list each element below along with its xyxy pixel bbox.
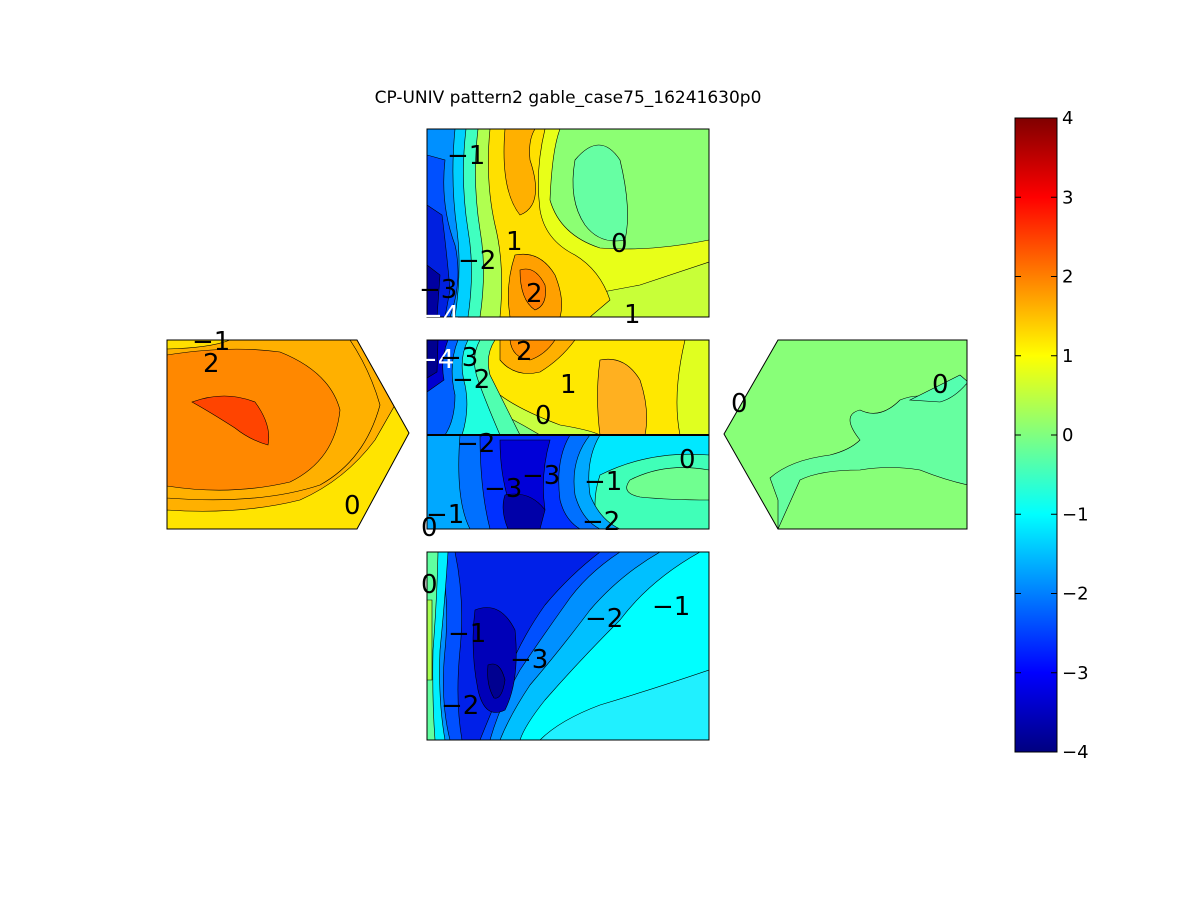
contour-label: 0 (679, 445, 696, 475)
panel-wall-upper-labels: 2 −4 −3 −2 1 0 (416, 337, 577, 431)
colorbar-tick-label: −4 (1062, 742, 1089, 763)
contour-label: −2 (457, 429, 495, 459)
contour-label: 1 (506, 227, 523, 257)
contour-label: 1 (560, 370, 577, 400)
panel-roof-lower-labels: 0 −1 −1 −2 −3 −2 (421, 570, 690, 721)
colorbar-ticks: 4 3 2 1 0 −1 −2 −3 −4 (1015, 108, 1089, 763)
contour-label: 1 (624, 300, 641, 330)
colorbar-tick-label: −2 (1062, 584, 1089, 605)
contour-label: 0 (344, 491, 361, 521)
contour-label: 0 (421, 570, 438, 600)
colorbar-tick-label: 0 (1062, 425, 1073, 446)
contour-label: −2 (441, 691, 479, 721)
panel-roof-upper-labels: −1 0 1 −2 −3 2 −4 1 (419, 141, 641, 331)
contour-label: −1 (448, 619, 486, 649)
chart-title: CP-UNIV pattern2 gable_case75_16241630p0 (375, 88, 762, 108)
contour-label: 0 (611, 229, 628, 259)
contour-label: −1 (192, 327, 230, 357)
panel-wall-upper (427, 340, 709, 435)
contour-label: −2 (452, 365, 490, 395)
panel-roof-upper-frame (426, 128, 710, 318)
colorbar-tick-label: 4 (1062, 108, 1073, 129)
panel-wall-lower-labels: −2 0 −3 −3 −1 −1 −2 0 (421, 429, 696, 543)
panel-roof-upper (427, 129, 709, 317)
contour-label: 0 (421, 513, 438, 543)
contour-label: 0 (731, 389, 748, 419)
contour-label: 2 (203, 349, 220, 379)
panel-gable-right (724, 340, 967, 529)
colorbar-tick-label: 3 (1062, 187, 1073, 208)
contour-label: −1 (652, 592, 690, 622)
contour-label: −2 (585, 604, 623, 634)
colorbar-tick-label: −3 (1062, 663, 1089, 684)
colorbar-tick-label: −1 (1062, 504, 1089, 525)
contour-label: 0 (932, 370, 949, 400)
contour-label: −3 (484, 474, 522, 504)
contour-label: −1 (447, 141, 485, 171)
contour-label: −3 (419, 275, 457, 305)
contour-label: 2 (526, 279, 543, 309)
colorbar-tick-label: 2 (1062, 267, 1073, 288)
panel-roof-lower (427, 552, 709, 740)
contour-label: −2 (582, 507, 620, 537)
panel-gable-left-frame (166, 339, 410, 530)
colorbar: 4 3 2 1 0 −1 −2 −3 −4 (1014, 108, 1089, 763)
colorbar-gradient (1014, 117, 1058, 753)
contour-label: −4 (421, 301, 459, 331)
panel-roof-lower-frame (426, 551, 710, 741)
contour-label: −3 (522, 461, 560, 491)
panel-gable-right-frame (723, 339, 968, 530)
contour-label: −3 (440, 343, 478, 373)
contour-label: 2 (516, 337, 533, 367)
contour-label: −1 (584, 467, 622, 497)
contour-label: 0 (535, 401, 552, 431)
contour-label: −4 (416, 345, 454, 375)
contour-label: −3 (510, 645, 548, 675)
contour-label: −1 (426, 500, 464, 530)
contour-label: −2 (458, 246, 496, 276)
panel-gable-right-labels: 0 0 (731, 370, 949, 419)
panel-wall-lower (427, 435, 709, 529)
colorbar-tick-label: 1 (1062, 346, 1073, 367)
panel-gable-left-labels: −1 2 0 (192, 327, 361, 521)
